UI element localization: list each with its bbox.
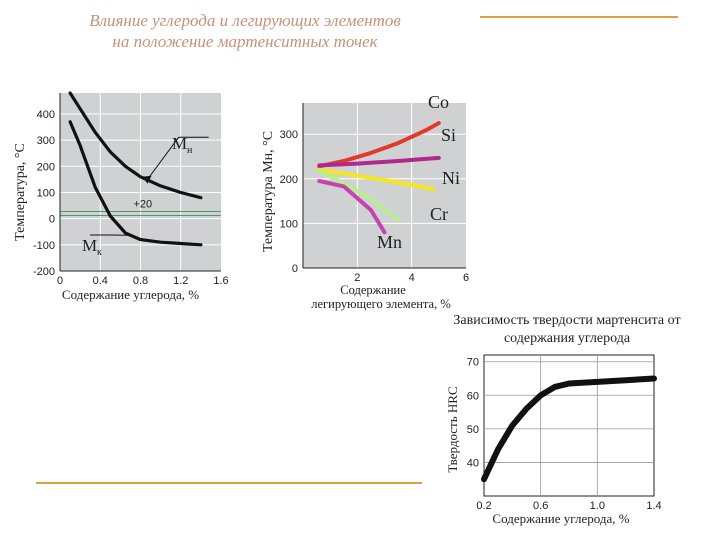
chart2-xtick-label-1: 4 [409,272,415,284]
chart3-xtick-label-2: 1.0 [590,500,605,512]
chart1-xtick-label-1: 0.4 [93,275,108,287]
chart3-ytick-label-2: 50 [467,424,479,436]
chart2-ytick-label-1: 100 [280,218,298,230]
chart1-series-label-mn-sub: н [187,145,193,156]
chart2-series-label-ni: Ni [442,168,460,188]
chart3-title: Зависимость твердости мартенсита от соде… [453,313,681,346]
chart1-ytick-label-2: 200 [37,161,55,173]
chart2-xtick-label-2: 6 [463,272,469,284]
chart2-series-cr [317,169,401,222]
chart2-xlabel-line2: легирующего элемента, % [311,297,451,311]
chart1-ytick-label-1: 300 [37,135,55,147]
chart3-ytick-label-3: 40 [467,457,479,469]
chart2-series-si [317,155,441,168]
chart2-series-co [317,121,441,169]
chart2-ytick-label-3: 300 [280,129,298,141]
chart2-plot-area [303,103,466,268]
chart3-series-hardness [481,375,657,483]
chart1-xtick-label-0: 0 [57,275,63,287]
slide-title-line2: на положение мартенситных точек [112,32,378,51]
chart2-xlabel-line1: Содержание [340,283,406,297]
chart1-ytick-label-5: -100 [33,240,55,252]
chart1-ytick-label-4: 0 [49,214,55,226]
chart1-series-label-mk-sub: к [97,247,102,258]
chart3-xtick-label-1: 0.6 [533,500,548,512]
chart1-xtick-label-2: 0.8 [133,275,148,287]
chart1-callout-mn-line [146,136,180,182]
chart1-callout-mn-arrowhead [142,175,152,184]
slide-title-line1: Влияние углерода и легирующих элементов [89,11,401,30]
chart3-xlabel: Содержание углерода, % [492,511,629,526]
chart1-xtick-label-4: 1.6 [213,275,228,287]
chart2-series-label-co: Co [428,92,449,112]
chart2-series-label-cr: Cr [430,204,448,224]
slide-title: Влияние углерода и легирующих элементов … [30,10,460,52]
chart2-series-ni [317,167,436,192]
chart1-ytick-label-0: 400 [37,109,55,121]
chart2-ytick-label-0: 0 [292,263,298,275]
chart2-series-label-si: Si [441,125,456,145]
chart1-xlabel: Содержание углерода, % [62,287,199,302]
chart3-ylabel: Твердость HRC [445,386,460,472]
chart1-ylabel: Температура, °С [13,143,28,241]
chart2-ytick-label-2: 200 [280,174,298,186]
chart1-ytick-label-6: -200 [33,266,55,278]
chart1-xtick-label-3: 1.2 [173,275,188,287]
chart1-series-label-mn: M [172,134,187,153]
chart3-xtick-label-0: 0.2 [476,500,491,512]
chart1-series-label-mk: M [82,236,97,255]
chart1-reference-label: +20 [133,198,152,210]
bottom-left-rule [36,482,422,484]
chart2-series-label-mn: Mn [377,232,402,252]
chart1-ytick-label-3: 100 [37,187,55,199]
chart1-series-mn [68,91,203,200]
top-right-rule [480,16,678,18]
chart1-series-mk [68,120,203,247]
chart2-xtick-label-0: 2 [354,272,360,284]
chart3-xtick-label-3: 1.4 [646,500,661,512]
chart3-ytick-label-0: 70 [467,357,479,369]
chart2-ylabel: Температура Mн, °С [261,131,276,252]
chart2-series-mn [317,179,387,235]
chart3-ytick-label-1: 60 [467,390,479,402]
